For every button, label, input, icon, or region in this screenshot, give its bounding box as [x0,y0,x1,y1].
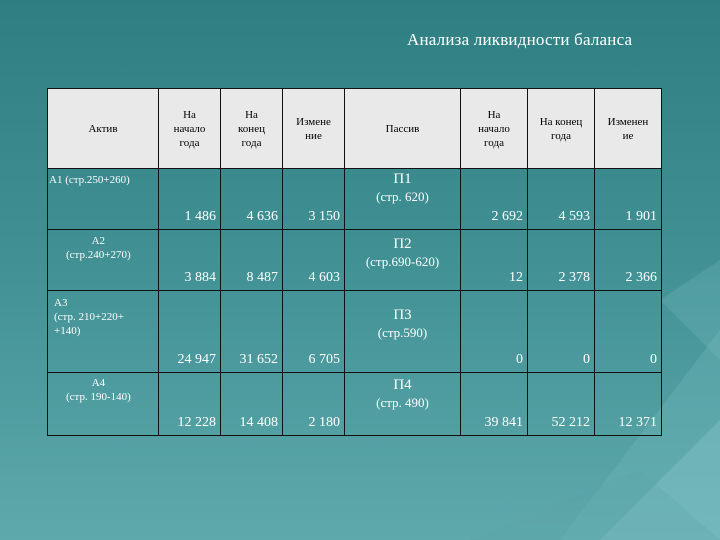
asset-end-value: 4 636 [246,209,279,224]
asset-change-value: 2 180 [308,415,341,430]
value-cell: 31 652 [220,290,283,373]
value-cell: 1 901 [594,168,662,230]
asset-start-value: 1 486 [184,209,217,224]
asset-label-a2: А2 (стр.240+270) [66,235,131,261]
passive-cell: П2 (стр.690-620) [344,229,461,291]
asset-cell [47,290,159,373]
passive-change-value: 1 901 [625,209,658,224]
table-row: 1 486 4 636 3 150 П1 (стр. 620) 2 692 4 5… [47,168,662,230]
header-passiv: Пассив [385,122,420,135]
value-cell: 4 636 [220,168,283,230]
table-row: 12 228 14 408 2 180 П4 (стр. 490) 39 841 … [47,372,662,436]
passive-change-value: 0 [650,352,657,367]
value-cell: 6 705 [282,290,345,373]
asset-end-value: 8 487 [246,270,279,285]
header-cell: На начало года [158,88,221,169]
passive-code: П3 [393,307,412,323]
asset-change-value: 4 603 [308,270,341,285]
value-cell: 14 408 [220,372,283,436]
value-cell: 4 593 [527,168,595,230]
value-cell: 39 841 [460,372,528,436]
passive-detail: (стр. 620) [376,189,429,204]
passive-start-value: 0 [516,352,523,367]
liquidity-table: Актив На начало года На конец года Измен… [47,88,662,436]
asset-label-a4: А4 (стр. 190-140) [66,377,131,403]
header-cell: Изменен ие [594,88,662,169]
passive-code: П2 [393,236,412,252]
passive-end-value: 4 593 [558,209,591,224]
value-cell: 0 [527,290,595,373]
value-cell: 12 371 [594,372,662,436]
passive-detail: (стр. 490) [376,395,429,410]
asset-start-value: 24 947 [177,352,217,367]
header-change-assets: Измене ние [296,115,331,142]
asset-change-value: 3 150 [308,209,341,224]
header-cell: Актив [47,88,159,169]
header-cell: Пассив [344,88,461,169]
value-cell: 8 487 [220,229,283,291]
table-row: 24 947 31 652 6 705 П3 (стр.590) 0 0 0 [47,290,662,373]
value-cell: 2 180 [282,372,345,436]
passive-cell: П1 (стр. 620) [344,168,461,230]
value-cell: 3 150 [282,168,345,230]
passive-detail: (стр.690-620) [365,254,440,269]
passive-detail: (стр.590) [377,325,428,340]
header-change-liabilities: Изменен ие [607,115,649,142]
asset-start-value: 3 884 [184,270,217,285]
header-cell: На конец года [527,88,595,169]
passive-start-value: 2 692 [491,209,524,224]
passive-cell: П4 (стр. 490) [344,372,461,436]
passive-end-value: 2 378 [558,270,591,285]
passive-code: П4 [393,377,412,393]
header-end-liabilities: На конец года [539,115,583,142]
header-cell: На начало года [460,88,528,169]
asset-start-value: 12 228 [177,415,217,430]
value-cell: 24 947 [158,290,221,373]
table-header-row: Актив На начало года На конец года Измен… [47,88,662,169]
passive-end-value: 52 212 [551,415,591,430]
value-cell: 12 [460,229,528,291]
page-title: Анализа ликвидности баланса [407,30,633,49]
value-cell: 1 486 [158,168,221,230]
header-start-liabilities: На начало года [478,108,510,149]
header-start-assets: На начало года [173,108,206,149]
asset-end-value: 14 408 [239,415,279,430]
table-row: 3 884 8 487 4 603 П2 (стр.690-620) 12 2 3… [47,229,662,291]
asset-change-value: 6 705 [308,352,341,367]
passive-change-value: 12 371 [618,415,658,430]
passive-end-value: 0 [583,352,590,367]
asset-label-a3: А3 (стр. 210+220+ +140) [54,297,124,337]
value-cell: 0 [594,290,662,373]
value-cell: 4 603 [282,229,345,291]
value-cell: 2 378 [527,229,595,291]
value-cell: 3 884 [158,229,221,291]
asset-end-value: 31 652 [239,352,279,367]
header-cell: Измене ние [282,88,345,169]
passive-start-value: 12 [509,270,523,285]
header-aktiv: Актив [88,122,118,135]
header-cell: На конец года [220,88,283,169]
passive-change-value: 2 366 [625,270,658,285]
asset-cell [47,372,159,436]
passive-code: П1 [393,171,412,187]
value-cell: 52 212 [527,372,595,436]
value-cell: 0 [460,290,528,373]
passive-start-value: 39 841 [484,415,524,430]
header-end-assets: На конец года [238,108,265,149]
passive-cell: П3 (стр.590) [344,290,461,373]
asset-label-a1: А1 (стр.250+260) [49,174,130,186]
value-cell: 2 692 [460,168,528,230]
value-cell: 12 228 [158,372,221,436]
value-cell: 2 366 [594,229,662,291]
